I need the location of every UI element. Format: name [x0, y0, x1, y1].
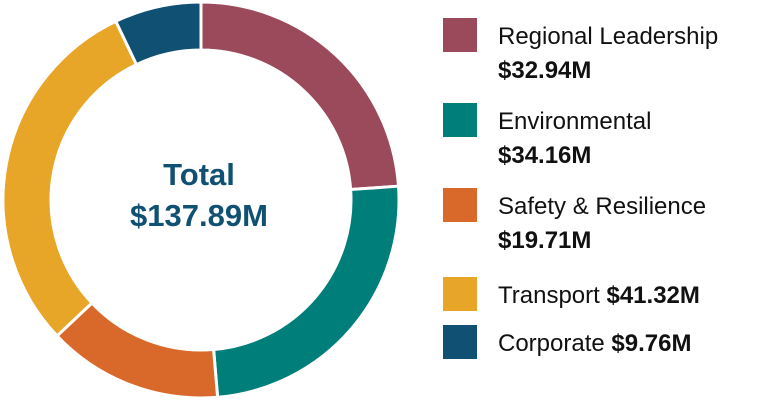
legend-label: Transport	[498, 282, 600, 309]
center-title: Total	[163, 157, 235, 192]
legend-swatch	[443, 325, 477, 359]
legend-swatch	[443, 188, 477, 222]
legend-label: Safety & Resilience	[498, 193, 707, 220]
legend-item: Corporate $9.76M	[443, 325, 773, 385]
legend-text: Environmental $34.16M	[498, 105, 778, 173]
donut-segment	[113, 0, 203, 67]
value-label: $32.94M	[498, 57, 592, 84]
donut-segment	[1, 19, 139, 339]
legend-swatch	[443, 103, 477, 137]
donut-segment	[54, 300, 220, 400]
legend-label: Corporate	[498, 330, 605, 357]
center-value: $137.89M	[130, 198, 268, 233]
legend-label: Environmental	[498, 108, 652, 135]
value-label: $34.16M	[498, 142, 592, 169]
value-label: $19.71M	[498, 227, 592, 254]
legend-text: Corporate $9.76M	[498, 327, 778, 361]
legend-swatch	[443, 277, 477, 311]
legend-text: Safety & Resilience $19.71M	[498, 190, 778, 258]
legend-item: Safety & Resilience $19.71M	[443, 188, 773, 254]
legend-item: Environmental $34.16M	[443, 103, 773, 169]
legend-text: Transport $41.32M	[498, 279, 778, 313]
legend-label: Regional Leadership	[498, 23, 719, 50]
legend-swatch	[443, 18, 477, 52]
chart: Total $137.89M	[1, 0, 401, 400]
legend-item: Transport $41.32M	[443, 277, 773, 337]
legend-item: Regional Leadership $32.94M	[443, 18, 773, 84]
legend-text: Regional Leadership $32.94M	[498, 20, 778, 88]
value-label: $9.76M	[611, 330, 692, 357]
value-label: $41.32M	[606, 282, 700, 309]
